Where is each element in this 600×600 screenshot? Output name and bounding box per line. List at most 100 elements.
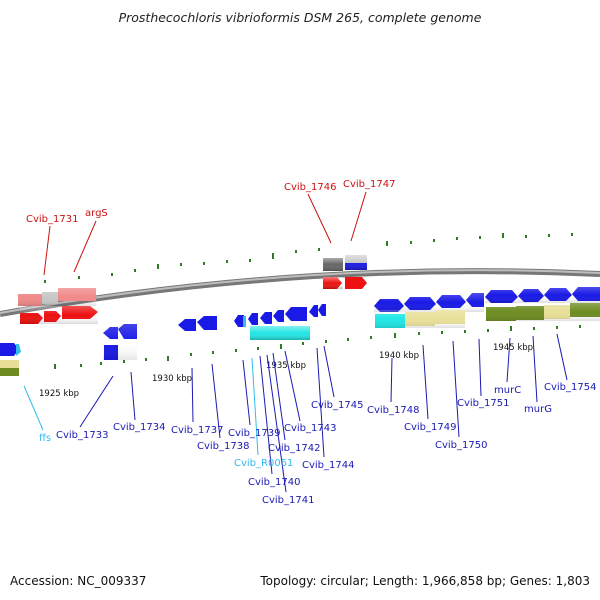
leader-line (251, 357, 259, 456)
tick-mark (510, 326, 512, 331)
scale-label: 1945 kbp (493, 343, 533, 353)
scale-ticks (16, 233, 581, 373)
gene-label[interactable]: Cvib_1731 (26, 214, 78, 225)
gene-label[interactable]: Cvib_1739 (228, 428, 280, 439)
tick-mark (410, 241, 412, 244)
leader-line (211, 363, 221, 439)
gene-cvib-1731[interactable] (18, 288, 96, 306)
tick-mark (533, 327, 535, 330)
leader-line (43, 225, 51, 276)
scale-label: 1935 kbp (266, 361, 306, 371)
gene-label[interactable]: Cvib_1745 (311, 400, 363, 411)
gene-label[interactable]: murC (494, 385, 521, 396)
tick-mark (123, 360, 125, 363)
gene-label[interactable]: argS (85, 208, 108, 219)
tick-mark (134, 269, 136, 272)
leader-line (266, 354, 287, 493)
genome-summary: Topology: circular; Length: 1,966,858 bp… (260, 574, 590, 588)
tick-mark (464, 330, 466, 333)
tick-mark (487, 329, 489, 332)
gene-label[interactable]: ffs (39, 433, 51, 444)
scale-label: 1940 kbp (379, 351, 419, 361)
leader-line (350, 191, 367, 242)
tick-mark (394, 333, 396, 338)
tick-mark (80, 364, 82, 367)
tick-mark (167, 356, 169, 361)
scale-label: 1925 kbp (39, 389, 79, 399)
gene-cvib-1747[interactable] (345, 255, 367, 289)
leader-line (390, 357, 393, 403)
gene-label[interactable]: Cvib_1749 (404, 422, 456, 433)
gene-label[interactable]: Cvib_1750 (435, 440, 487, 451)
tick-mark (302, 342, 304, 345)
tick-mark (257, 347, 259, 350)
gene-cvib-1749[interactable] (375, 310, 465, 328)
tick-mark (418, 332, 420, 335)
gene-label[interactable]: Cvib_1744 (302, 460, 354, 471)
gene-label[interactable]: Cvib_1738 (197, 441, 249, 452)
gene-label[interactable]: Cvib_1733 (56, 430, 108, 441)
tick-mark (111, 273, 113, 276)
gene-label[interactable]: Cvib_1746 (284, 182, 336, 193)
gene-cvib-1739[interactable] (234, 313, 310, 340)
gene-cvib-1746[interactable] (323, 258, 343, 289)
tick-mark (579, 325, 581, 328)
tick-mark (145, 358, 147, 361)
tick-mark (502, 233, 504, 238)
tick-mark (433, 239, 435, 242)
leader-line (73, 220, 97, 273)
gene-murc[interactable] (485, 287, 600, 303)
leader-line (307, 193, 332, 244)
gene-label[interactable]: Cvib_1748 (367, 405, 419, 416)
gene-label[interactable]: Cvib_1754 (544, 382, 596, 393)
tick-mark (347, 338, 349, 341)
gene-cvib-1741[interactable] (260, 304, 326, 324)
leader-line (506, 337, 511, 383)
gene-label[interactable]: Cvib_1751 (457, 398, 509, 409)
gene-label[interactable]: Cvib_1747 (343, 179, 395, 190)
gene-cvib-1733[interactable] (103, 324, 137, 360)
leader-line (422, 344, 429, 420)
tick-mark (226, 260, 228, 263)
tick-mark (456, 237, 458, 240)
tick-mark (272, 253, 274, 259)
tick-mark (548, 234, 550, 237)
tick-mark (295, 250, 297, 253)
leader-line (79, 375, 114, 428)
gene-cvib-1748[interactable] (374, 293, 484, 312)
gene-label[interactable]: Cvib_1743 (284, 423, 336, 434)
accession-text: Accession: NC_009337 (10, 574, 147, 588)
gene-label[interactable]: Cvib_1740 (248, 477, 300, 488)
gene-left-edge[interactable] (0, 343, 21, 376)
tick-mark (318, 248, 320, 251)
genome-title: Prosthecochloris vibrioformis DSM 265, c… (118, 10, 482, 25)
tick-mark (180, 263, 182, 266)
tick-mark (441, 331, 443, 334)
gene-label[interactable]: Cvib_1741 (262, 495, 314, 506)
gene-label[interactable]: murG (524, 404, 552, 415)
leader-line (259, 355, 273, 475)
gene-args[interactable] (20, 306, 98, 324)
gene-cvib-1737[interactable] (178, 316, 217, 331)
tick-mark (100, 362, 102, 365)
gene-label[interactable]: Cvib_1737 (171, 425, 223, 436)
gene-label[interactable]: Cvib_R0051 (234, 458, 293, 469)
leader-line (130, 371, 136, 421)
tick-mark (157, 264, 159, 269)
tick-mark (370, 336, 372, 339)
gene-label[interactable]: Cvib_1734 (113, 422, 165, 433)
leader-line (284, 350, 301, 422)
gene-murg[interactable] (486, 303, 600, 321)
leader-line (532, 335, 538, 403)
tick-mark (280, 344, 282, 349)
leader-line (316, 347, 325, 458)
leader-line (556, 333, 568, 381)
tick-mark (479, 236, 481, 239)
leader-line (478, 338, 482, 397)
tick-mark (325, 340, 327, 343)
leader-line (272, 352, 286, 441)
gene-label[interactable]: Cvib_1742 (268, 443, 320, 454)
leader-line (191, 367, 194, 423)
leader-line (242, 359, 251, 426)
